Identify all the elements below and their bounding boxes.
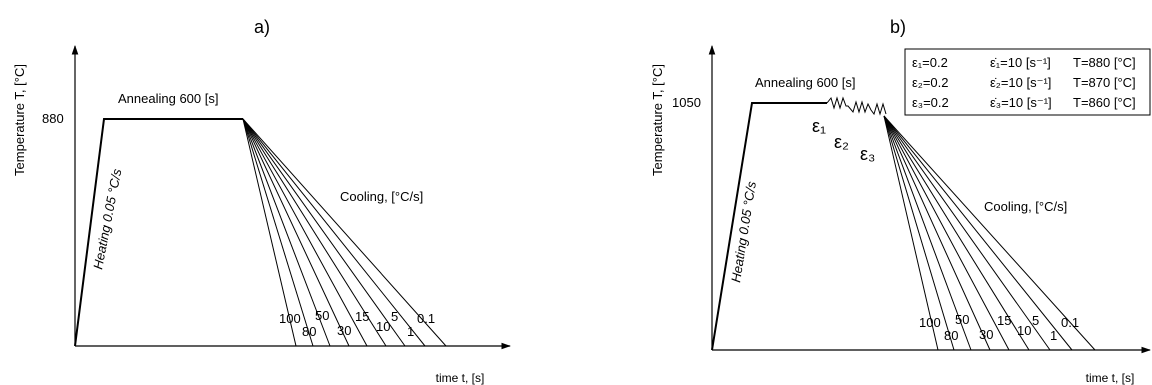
panel-b-heating-label: Heating 0.05 °C/s — [728, 180, 759, 284]
legend-rate-2: ε̇₂=10 [s⁻¹] — [990, 75, 1051, 90]
cooling-line — [242, 118, 406, 347]
rate-label-0-1: 0.1 — [1061, 315, 1079, 330]
panel-b-profile — [711, 102, 827, 351]
cooling-line — [883, 115, 939, 351]
panel-a-profile — [74, 118, 243, 347]
rate-label-5: 5 — [391, 309, 398, 324]
panel-b-tag: b) — [890, 17, 906, 37]
panel-b-rate-labels: 100 80 50 30 15 10 5 1 0.1 — [919, 312, 1079, 343]
cooling-line — [242, 118, 350, 347]
rate-label-30: 30 — [337, 323, 351, 338]
panel-a-annealing-label: Annealing 600 [s] — [118, 91, 218, 106]
cooling-line — [883, 115, 972, 351]
rate-label-10: 10 — [376, 319, 390, 334]
panel-b-eps1-label: ε₁ — [812, 116, 826, 136]
rate-label-15: 15 — [997, 313, 1011, 328]
rate-label-30: 30 — [979, 327, 993, 342]
legend-temp-2: T=870 [°C] — [1073, 75, 1136, 90]
panel-b-eps2-label: ε₂ — [834, 132, 849, 152]
cooling-line — [883, 115, 1051, 351]
panel-b-legend: ε₁=0.2 ε̇₁=10 [s⁻¹] T=880 [°C] ε₂=0.2 ε̇… — [904, 48, 1151, 116]
legend-temp-1: T=880 [°C] — [1073, 55, 1136, 70]
rate-label-100: 100 — [279, 311, 301, 326]
panel-b-eps3-label: ε₃ — [860, 144, 875, 164]
cooling-line — [242, 118, 314, 347]
rate-label-50: 50 — [955, 312, 969, 327]
cooling-line — [883, 115, 1010, 351]
panel-a: a) Temperature T, [°C] time t, [s] 880 A… — [12, 17, 511, 385]
cooling-line — [242, 118, 297, 347]
panel-b-y-label: Temperature T, [°C] — [650, 64, 665, 176]
cooling-line — [883, 115, 1030, 351]
legend-rate-1: ε̇₁=10 [s⁻¹] — [990, 55, 1051, 70]
panel-a-temp-tick: 880 — [42, 111, 64, 126]
rate-label-0-1: 0.1 — [417, 311, 435, 326]
panel-a-tag: a) — [254, 17, 270, 37]
cooling-line — [242, 118, 368, 347]
rate-label-1: 1 — [407, 324, 414, 339]
rate-label-100: 100 — [919, 315, 941, 330]
rate-label-15: 15 — [355, 309, 369, 324]
legend-strain-1: ε₁=0.2 — [912, 55, 948, 70]
panel-b-cooling-label: Cooling, [°C/s] — [984, 199, 1067, 214]
panel-b-deformation-zigzag — [826, 96, 887, 116]
cooling-line — [883, 115, 1073, 351]
panel-b-annealing-label: Annealing 600 [s] — [755, 75, 855, 90]
rate-label-80: 80 — [944, 328, 958, 343]
panel-a-cooling-lines — [242, 118, 447, 347]
panel-b-x-label: time t, [s] — [1086, 371, 1135, 385]
legend-strain-2: ε₂=0.2 — [912, 75, 949, 90]
panel-b-temp-tick: 1050 — [672, 95, 701, 110]
panel-b: b) Temperature T, [°C] time t, [s] 1050 … — [650, 17, 1151, 385]
panel-b-legend-box — [904, 48, 1151, 116]
cooling-line — [883, 115, 991, 351]
cooling-line — [883, 115, 1096, 351]
panel-b-cooling-lines — [883, 115, 1096, 351]
legend-rate-3: ε̇₃=10 [s⁻¹] — [990, 95, 1052, 110]
panel-a-rate-labels: 100 80 50 30 15 10 5 1 0.1 — [279, 308, 435, 339]
rate-label-1: 1 — [1050, 328, 1057, 343]
cooling-line — [242, 118, 426, 347]
cooling-line — [883, 115, 955, 351]
cooling-line — [242, 118, 331, 347]
rate-label-80: 80 — [302, 324, 316, 339]
panel-a-x-label: time t, [s] — [436, 371, 485, 385]
rate-label-10: 10 — [1017, 323, 1031, 338]
legend-strain-3: ε₃=0.2 — [912, 95, 949, 110]
legend-temp-3: T=860 [°C] — [1073, 95, 1136, 110]
cooling-line — [242, 118, 387, 347]
cooling-line — [242, 118, 447, 347]
rate-label-50: 50 — [315, 308, 329, 323]
panel-a-y-label: Temperature T, [°C] — [12, 64, 27, 176]
rate-label-5: 5 — [1032, 313, 1039, 328]
panel-a-cooling-label: Cooling, [°C/s] — [340, 189, 423, 204]
